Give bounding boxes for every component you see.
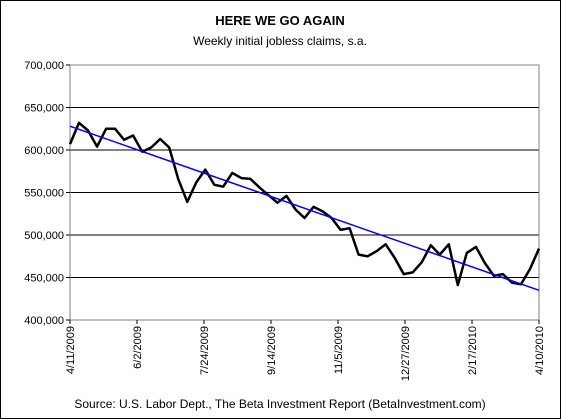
grid	[70, 64, 539, 321]
series-layer	[68, 121, 541, 292]
y-tick-label: 550,000	[24, 188, 64, 200]
y-tick-label: 650,000	[24, 103, 64, 115]
x-tick-label: 2/17/2010	[467, 326, 479, 375]
x-tick-label: 12/27/2009	[400, 326, 412, 381]
chart-title: HERE WE GO AGAIN	[215, 13, 345, 28]
chart-subtitle: Weekly initial jobless claims, s.a.	[193, 34, 367, 48]
x-axis: 4/11/2009 6/2/2009 7/24/2009 9/14/2009 11/5/…	[65, 320, 546, 381]
claims-line	[68, 121, 541, 287]
y-tick-label: 500,000	[24, 230, 64, 242]
y-tick-label: 600,000	[24, 145, 64, 157]
y-axis: 400,000 450,000 500,000 550,000 600,000 650,0…	[24, 60, 70, 327]
y-tick-label: 700,000	[24, 60, 64, 72]
x-tick-label: 6/2/2009	[132, 326, 144, 369]
trend-line	[69, 125, 540, 292]
x-tick-label: 11/5/2009	[333, 326, 345, 374]
y-tick-label: 400,000	[24, 315, 64, 327]
x-tick-label: 7/24/2009	[199, 326, 211, 375]
chart-source: Source: U.S. Labor Dept., The Beta Inves…	[74, 397, 485, 411]
y-tick-label: 450,000	[24, 273, 64, 285]
x-tick-label: 9/14/2009	[266, 326, 278, 375]
x-tick-label: 4/10/2010	[534, 326, 546, 375]
x-tick-label: 4/11/2009	[65, 326, 77, 374]
